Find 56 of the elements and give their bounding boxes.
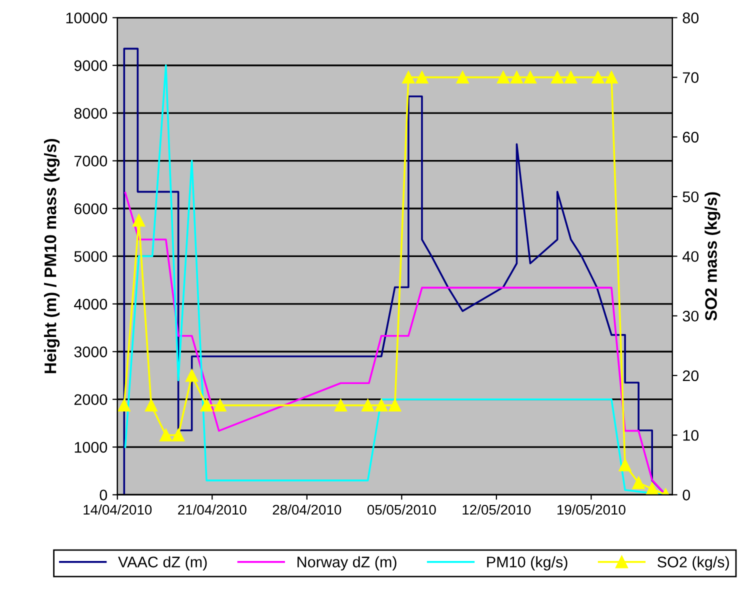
- legend-label: PM10 (kg/s): [487, 556, 568, 570]
- y2-tick-label: 30: [682, 310, 699, 322]
- y2-tick-label: 10: [683, 430, 699, 441]
- y-tick-label: 4000: [74, 298, 108, 310]
- point: [118, 399, 130, 412]
- point: [456, 71, 469, 84]
- y-tick-label: 5000: [74, 251, 108, 262]
- x-tick-label: 19/05/2010: [558, 504, 626, 515]
- point: [375, 399, 388, 412]
- y-tick-label: 10000: [66, 12, 108, 24]
- y-tick-label: 8000: [74, 108, 108, 119]
- point: [564, 71, 578, 84]
- legend-label: VAAC dZ (m): [118, 556, 207, 570]
- point: [510, 71, 523, 84]
- y-tick-label: 6000: [74, 203, 108, 214]
- point: [416, 71, 428, 84]
- y2-tick-label: 70: [682, 72, 699, 83]
- x-tick-label: 28/04/2010: [272, 504, 342, 515]
- y2-axis-title: SO2 mass (kg/s): [704, 192, 720, 321]
- point: [632, 476, 645, 490]
- legend-label: Norway dZ (m): [298, 556, 396, 570]
- point: [605, 71, 618, 84]
- point: [524, 71, 537, 84]
- point: [592, 71, 604, 84]
- point: [214, 399, 226, 412]
- x-tick-label: 14/04/2010: [84, 504, 152, 515]
- y-tick-label: 1000: [74, 442, 108, 453]
- point: [334, 399, 348, 412]
- y2-tick-label: 40: [682, 251, 699, 262]
- point: [172, 428, 185, 442]
- y-axis-title: Height (m) / PM10 mass (kg/s): [44, 138, 60, 374]
- point: [618, 458, 632, 472]
- point: [132, 214, 146, 227]
- y2-tick-label: 50: [682, 191, 699, 202]
- y2-tick-label: 60: [682, 132, 699, 143]
- point: [144, 399, 158, 412]
- y2-tick-label: 0: [682, 490, 690, 500]
- point: [362, 399, 374, 412]
- y-tick-label: 7000: [74, 156, 108, 166]
- point: [186, 369, 198, 382]
- point: [160, 428, 172, 442]
- y2-tick-label: 80: [682, 12, 699, 24]
- y-tick-label: 0: [100, 490, 108, 500]
- point: [388, 399, 402, 412]
- y-tick-label: 3000: [74, 346, 108, 358]
- legend-label: SO2 (kg/s): [658, 556, 729, 570]
- point: [200, 399, 213, 412]
- x-tick-label: 21/04/2010: [178, 504, 246, 515]
- y2-tick-label: 20: [682, 370, 699, 382]
- x-tick-label: 05/05/2010: [367, 504, 436, 515]
- point: [551, 71, 564, 84]
- x-tick-label: 12/05/2010: [462, 504, 531, 515]
- point: [402, 71, 415, 84]
- y-tick-label: 2000: [74, 394, 108, 406]
- y-tick-label: 9000: [74, 60, 108, 72]
- point: [496, 71, 510, 84]
